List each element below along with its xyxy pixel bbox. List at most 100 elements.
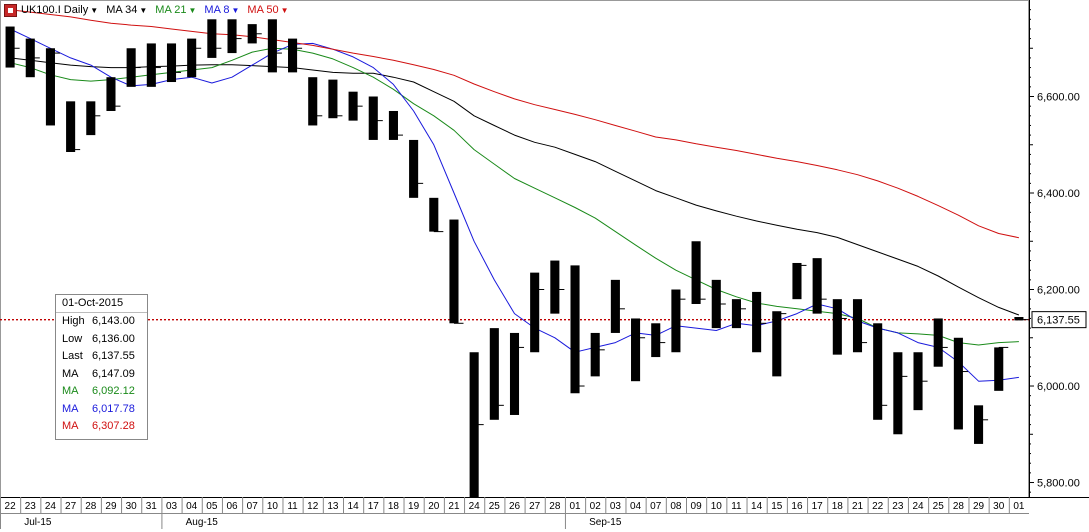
x-day-label: 03 — [166, 501, 178, 512]
ohlc-bar — [953, 337, 963, 430]
ohlc-bar — [933, 318, 943, 367]
x-day-label: 14 — [348, 501, 360, 512]
ohlc-bar — [207, 19, 217, 58]
x-day-label: 30 — [993, 501, 1005, 512]
x-day-label: 16 — [791, 501, 803, 512]
x-day-label: 11 — [731, 501, 742, 512]
ohlc-bar — [388, 110, 398, 140]
row-value: 6,137.55 — [92, 350, 135, 362]
x-day-label: 18 — [832, 501, 844, 512]
symbol-selector[interactable]: UK100.I Daily ▼ — [4, 3, 99, 17]
x-day-label: 10 — [267, 501, 279, 512]
ohlc-bar — [651, 323, 661, 358]
ohlc-bar — [852, 299, 863, 353]
ohlc-bar — [308, 77, 318, 126]
last-price-box — [1031, 311, 1087, 329]
x-day-label: 29 — [973, 501, 985, 512]
x-day-label: 21 — [448, 501, 460, 512]
ma21-line — [9, 47, 1019, 346]
row-value: 6,092.12 — [92, 385, 135, 397]
ohlc-bar — [711, 279, 721, 329]
x-day-label: 28 — [85, 501, 97, 512]
indicator-ma50[interactable]: MA 50 ▼ — [247, 4, 288, 16]
data-window-row-high: High 6,143.00 — [56, 313, 147, 331]
ohlc-bar — [509, 332, 520, 415]
x-day-label: 18 — [388, 501, 400, 512]
x-day-label: 24 — [469, 501, 481, 512]
x-day-label: 17 — [812, 501, 824, 512]
indicator-ma34[interactable]: MA 34 ▼ — [106, 4, 147, 16]
ohlc-bar — [328, 79, 338, 119]
price-bars-layer — [5, 19, 1029, 497]
symbol-label: UK100.I Daily — [21, 4, 89, 16]
chevron-down-icon: ▼ — [90, 5, 99, 15]
data-window-row-low: Low 6,136.00 — [56, 331, 147, 349]
y-tick-label: 6,200.00 — [1037, 285, 1080, 297]
x-day-label: 06 — [226, 501, 238, 512]
x-day-label: 20 — [428, 501, 440, 512]
ma50-line — [10, 9, 1020, 239]
row-label: Last — [62, 350, 83, 362]
data-window-row-last: Last 6,137.55 — [56, 348, 147, 366]
indicator-ma8[interactable]: MA 8 ▼ — [204, 4, 239, 16]
x-day-label: 03 — [610, 501, 622, 512]
x-day-label: 23 — [892, 501, 904, 512]
ohlc-bar — [45, 48, 55, 126]
x-day-label: 05 — [206, 501, 218, 512]
ohlc-bar — [1014, 317, 1024, 321]
indicator-label: MA 50 — [247, 4, 279, 16]
row-label: MA — [62, 385, 79, 397]
x-day-label: 17 — [368, 501, 380, 512]
ohlc-bar — [994, 347, 1004, 391]
row-value: 6,017.78 — [92, 402, 135, 415]
x-day-label: 01 — [1013, 501, 1025, 512]
x-day-label: 26 — [509, 501, 521, 512]
x-month-label: Sep-15 — [589, 517, 622, 528]
x-day-label: 28 — [549, 501, 561, 512]
ohlc-bar — [5, 26, 15, 68]
row-label: Low — [62, 332, 83, 345]
y-tick-label: 6,000.00 — [1037, 381, 1080, 393]
chevron-down-icon: ▼ — [188, 5, 197, 15]
row-value: 6,307.28 — [92, 420, 135, 432]
ma34-line — [10, 57, 1020, 316]
ohlc-bar — [489, 328, 499, 420]
data-window-row-ma8: MA 6,017.78 — [56, 401, 147, 419]
x-day-label: 04 — [630, 501, 642, 512]
data-window-date: 01-Oct-2015 — [56, 295, 147, 313]
x-day-label: 02 — [590, 501, 602, 512]
ma8-line — [9, 28, 1019, 382]
ohlc-bar — [671, 289, 681, 353]
x-day-label: 31 — [146, 501, 158, 512]
ohlc-bar — [590, 332, 600, 377]
ohlc-bar — [106, 77, 116, 111]
y-tick-label: 6,400.00 — [1037, 188, 1080, 200]
indicator-ma21[interactable]: MA 21 ▼ — [155, 4, 196, 16]
chart-header: UK100.I Daily ▼ MA 34 ▼ MA 21 ▼ MA 8 ▼ M… — [0, 0, 289, 20]
row-value: 6,143.00 — [92, 315, 135, 327]
ohlc-bar — [86, 101, 96, 136]
ohlc-bar — [368, 96, 378, 140]
x-day-label: 11 — [287, 501, 298, 512]
x-day-label: 07 — [650, 501, 662, 512]
row-label: High — [62, 315, 85, 327]
x-day-label: 04 — [186, 501, 198, 512]
ohlc-bar — [893, 352, 903, 435]
x-day-label: 07 — [247, 501, 259, 512]
ohlc-bar — [570, 265, 580, 394]
ohlc-bar — [691, 241, 701, 304]
row-label: MA — [62, 367, 79, 380]
ohlc-bar — [550, 260, 560, 314]
x-day-label: 21 — [852, 501, 864, 512]
x-day-label: 29 — [105, 501, 117, 512]
ohlc-bar — [631, 318, 641, 382]
x-day-label: 13 — [327, 501, 339, 512]
x-day-label: 15 — [771, 501, 783, 512]
x-day-label: 22 — [5, 501, 17, 512]
ohlc-bar — [146, 43, 156, 87]
chevron-down-icon: ▼ — [280, 5, 289, 15]
ohlc-bar — [752, 291, 762, 353]
data-window-row-ma50: MA 6,307.28 — [56, 418, 147, 436]
